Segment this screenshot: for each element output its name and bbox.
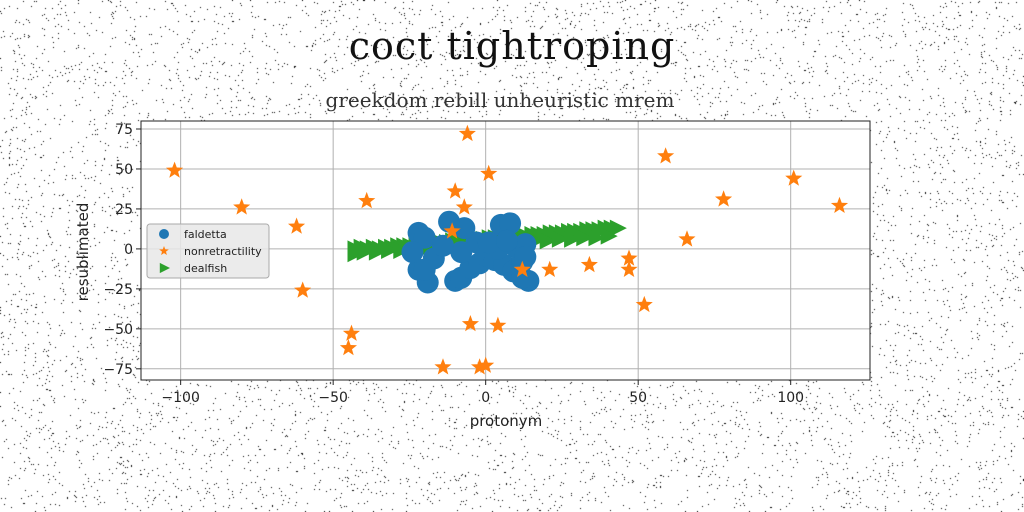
data-point-nonretractility [342, 324, 360, 341]
data-point-faldetta [431, 234, 454, 257]
x-tick-label: −50 [318, 390, 348, 406]
y-tick-label: 0 [124, 242, 133, 258]
data-point-faldetta [477, 231, 500, 254]
data-point-nonretractility [541, 260, 559, 277]
data-point-nonretractility [620, 260, 638, 277]
data-point-nonretractility [480, 164, 498, 181]
x-tick-label: 100 [777, 390, 804, 406]
legend-marker-dealfish [159, 262, 170, 274]
data-point-nonretractility [635, 295, 653, 313]
data-point-nonretractility [461, 315, 479, 332]
data-point-dealfish [564, 230, 582, 248]
legend-marker-nonretractility [159, 246, 169, 255]
data-point-dealfish [356, 243, 374, 261]
data-point-nonretractility [620, 249, 638, 266]
data-point-nonretractility [678, 230, 696, 247]
legend-label-nonretractility: nonretractility [184, 245, 262, 258]
y-tick-label: −25 [103, 282, 133, 298]
chart-subtitle: greekdom rebill unheuristic mrem [325, 88, 675, 112]
data-point-nonretractility [489, 316, 507, 333]
data-point-nonretractility [339, 339, 357, 356]
series-faldetta [401, 210, 540, 294]
y-tick-label: −50 [103, 322, 133, 338]
data-point-nonretractility [513, 260, 531, 277]
legend: faldetta nonretractility dealfish [146, 223, 270, 279]
data-point-faldetta [413, 226, 436, 249]
data-point-dealfish [347, 245, 365, 263]
data-point-nonretractility [166, 161, 184, 178]
series-nonretractility [166, 124, 849, 375]
data-point-nonretractility [830, 196, 849, 213]
data-point-nonretractility [458, 124, 476, 142]
data-point-nonretractility [288, 217, 306, 234]
data-point-nonretractility [657, 147, 675, 164]
data-point-faldetta [453, 217, 476, 240]
y-tick-label: 50 [115, 162, 133, 178]
data-point-nonretractility [443, 222, 461, 239]
data-point-nonretractility [446, 182, 464, 199]
data-point-nonretractility [434, 358, 452, 375]
data-point-faldetta [401, 241, 424, 264]
data-point-faldetta [450, 241, 473, 264]
data-point-dealfish [609, 219, 627, 237]
legend-label-faldetta: faldetta [184, 228, 227, 241]
legend-box [146, 223, 270, 279]
y-tick-label: 25 [115, 202, 133, 218]
data-point-nonretractility [715, 190, 733, 207]
data-point-dealfish [368, 243, 386, 261]
data-point-dealfish [600, 227, 618, 245]
data-point-nonretractility [455, 198, 473, 215]
data-point-faldetta [413, 258, 436, 281]
data-point-faldetta [514, 245, 537, 268]
data-point-nonretractility [477, 356, 495, 373]
data-point-nonretractility [785, 169, 803, 186]
data-point-dealfish [588, 229, 606, 247]
data-point-dealfish [539, 232, 557, 250]
data-point-dealfish [576, 229, 594, 247]
x-tick-label: 50 [629, 390, 647, 406]
data-point-nonretractility [358, 191, 376, 209]
x-tick-label: 0 [481, 390, 490, 406]
x-tick-label: −100 [161, 390, 199, 406]
chart-title: coct tightroping [348, 24, 676, 68]
y-axis-label: resublimated [74, 203, 92, 302]
y-tick-label: −75 [103, 362, 133, 378]
data-point-nonretractility [471, 358, 489, 375]
data-point-dealfish [551, 230, 569, 248]
data-point-nonretractility [233, 198, 251, 215]
data-point-faldetta [499, 212, 522, 235]
ticks: −100 −50 0 50 100 −75 −50 −25 0 25 50 75 [103, 122, 804, 406]
y-tick-label: 75 [115, 122, 133, 138]
plot-frame [140, 120, 871, 381]
data-point-dealfish [381, 242, 399, 259]
legend-label-dealfish: dealfish [184, 262, 227, 275]
data-point-faldetta [496, 229, 519, 252]
data-point-nonretractility [294, 281, 312, 298]
data-point-faldetta [511, 266, 534, 289]
x-axis-label: protonym [470, 412, 543, 430]
legend-marker-faldetta [159, 229, 169, 239]
data-point-nonretractility [580, 255, 598, 273]
